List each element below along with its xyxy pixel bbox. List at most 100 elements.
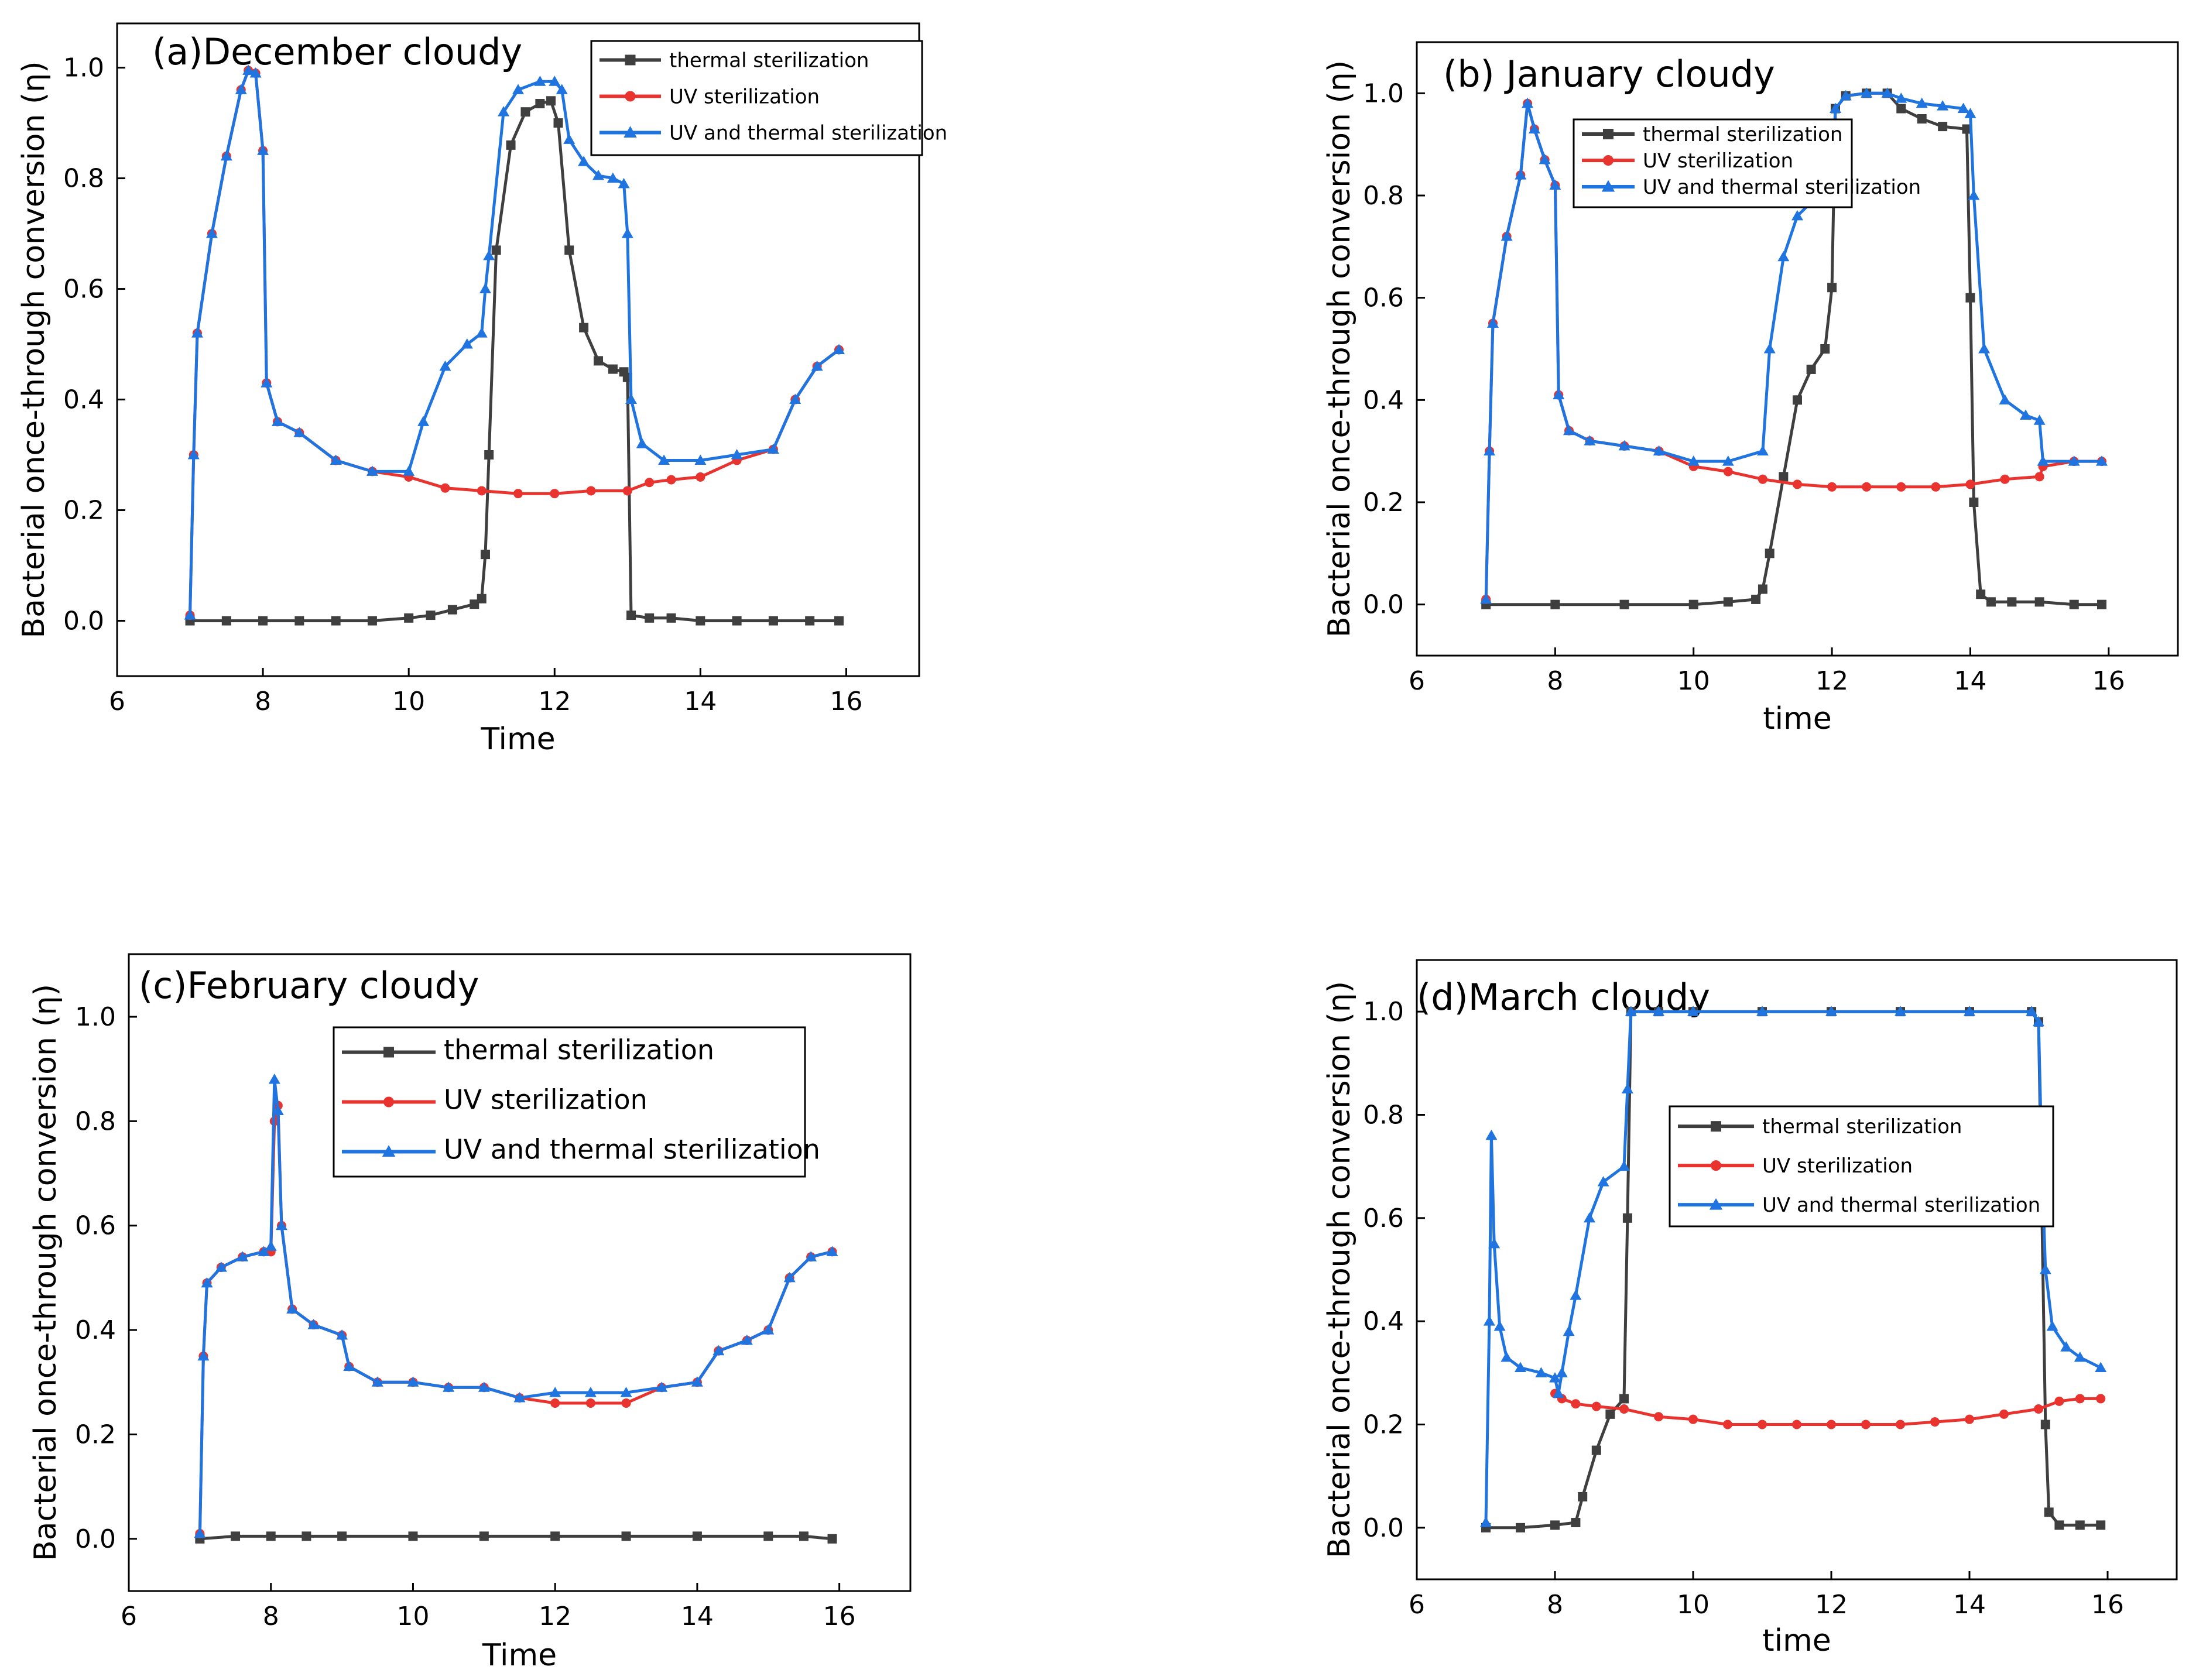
data-point-circle	[1931, 482, 1941, 492]
data-point-triangle	[1763, 343, 1776, 354]
data-point-triangle	[624, 126, 637, 138]
data-point-square	[1605, 1409, 1615, 1419]
data-point-square	[732, 616, 742, 626]
data-point-triangle	[205, 228, 218, 238]
data-point-triangle	[2068, 455, 2080, 466]
data-point-circle	[2075, 1394, 2085, 1404]
data-point-triangle	[1570, 1290, 1582, 1300]
data-point-square	[1751, 594, 1761, 604]
data-point-square	[258, 616, 268, 626]
data-point-square	[294, 616, 304, 626]
data-point-triangle	[1528, 123, 1540, 133]
data-point-circle	[625, 91, 636, 102]
data-point-triangle	[2074, 1351, 2086, 1362]
data-point-triangle	[607, 172, 619, 183]
data-point-circle	[1896, 482, 1906, 492]
data-point-square	[1917, 114, 1927, 124]
panel-title: (b) January cloudy	[1443, 53, 1775, 95]
data-point-triangle	[1601, 180, 1615, 192]
data-point-triangle	[275, 1219, 287, 1230]
data-point-square	[404, 613, 414, 623]
data-point-square	[579, 323, 589, 332]
data-point-triangle	[1978, 343, 1991, 354]
x-tick-label: 14	[684, 687, 717, 716]
y-tick-label: 0.2	[1363, 488, 1404, 517]
data-point-triangle	[1501, 1351, 1513, 1362]
data-point-triangle	[293, 427, 306, 437]
data-point-triangle	[215, 1261, 227, 1272]
data-point-triangle	[592, 169, 604, 180]
data-point-triangle	[417, 416, 430, 426]
data-point-circle	[1930, 1417, 1940, 1427]
data-point-circle	[1619, 1404, 1629, 1414]
data-point-triangle	[1653, 445, 1665, 456]
data-point-triangle	[2095, 1362, 2107, 1373]
legend-label: UV and thermal sterilization	[444, 1134, 820, 1165]
y-tick-label: 1.0	[63, 53, 104, 83]
data-point-circle	[1723, 1420, 1732, 1429]
data-point-triangle	[498, 106, 510, 116]
data-point-triangle	[272, 416, 283, 426]
data-point-triangle	[483, 249, 495, 260]
series-line	[190, 99, 839, 622]
data-point-square	[2097, 599, 2106, 609]
data-point-triangle	[1549, 179, 1561, 190]
data-point-square	[1591, 1445, 1601, 1455]
data-point-triangle	[656, 1381, 668, 1392]
data-point-circle	[1965, 479, 1975, 489]
data-point-triangle	[1709, 1198, 1723, 1210]
data-point-triangle	[403, 465, 415, 476]
plot-frame	[116, 22, 920, 677]
data-point-triangle	[1653, 1006, 1664, 1016]
data-point-square	[666, 613, 676, 623]
data-point-square	[408, 1531, 418, 1541]
y-tick-label: 0.8	[63, 164, 104, 194]
x-axis-label: time	[1763, 701, 1831, 736]
data-point-square	[447, 605, 457, 615]
legend-label: UV sterilization	[1762, 1154, 1913, 1178]
data-point-square	[1820, 344, 1830, 354]
data-point-circle	[645, 478, 655, 488]
data-point-triangle	[461, 338, 473, 349]
data-point-square	[331, 616, 341, 626]
data-point-triangle	[382, 1145, 396, 1157]
x-tick-label: 14	[1954, 666, 1986, 696]
data-point-triangle	[475, 327, 488, 338]
data-point-triangle	[1549, 1372, 1561, 1383]
y-tick-label: 0.2	[75, 1420, 116, 1449]
data-point-circle	[1827, 1420, 1836, 1429]
x-tick-label: 14	[1953, 1590, 1986, 1620]
panel-a-december: 6 8 10 12 14 16 0.0 0.2 0.4 0.6 0.8 1.0 Time Bacteria…	[16, 22, 947, 757]
data-point-square	[520, 107, 530, 117]
data-point-square	[2075, 1520, 2085, 1530]
plot-frame	[1416, 41, 2179, 657]
data-point-square	[696, 616, 705, 626]
legend-label: UV sterilization	[444, 1084, 648, 1116]
y-tick-label: 0.6	[1363, 1204, 1404, 1233]
y-tick-label: 1.0	[1363, 997, 1404, 1027]
x-tick-label: 10	[396, 1602, 429, 1631]
data-point-triangle	[237, 1251, 249, 1261]
data-point-circle	[1688, 1414, 1698, 1424]
x-tick-label: 6	[1409, 1590, 1425, 1620]
data-point-triangle	[1480, 593, 1492, 604]
data-point-triangle	[618, 178, 630, 188]
data-point-square	[799, 1531, 809, 1541]
legend-label: thermal sterilization	[1643, 123, 1842, 146]
data-point-triangle	[563, 133, 575, 144]
data-point-square	[484, 450, 494, 460]
data-point-triangle	[286, 1303, 299, 1314]
x-tick-label: 8	[255, 687, 271, 716]
data-point-triangle	[1825, 1006, 1837, 1016]
data-point-triangle	[258, 1246, 270, 1256]
data-point-triangle	[1584, 1212, 1595, 1223]
data-point-triangle	[1552, 1387, 1564, 1398]
data-point-triangle	[783, 1271, 796, 1283]
data-point-square	[1723, 597, 1733, 607]
data-point-triangle	[1625, 1006, 1637, 1016]
data-point-triangle	[549, 76, 561, 86]
y-tick-label: 0.0	[1363, 1513, 1404, 1543]
panel-c-february: 6 8 10 12 14 16 0.0 0.2 0.4 0.6 0.8 1.0 Time Bacteria…	[28, 953, 912, 1673]
data-point-triangle	[261, 377, 273, 388]
data-point-triangle	[1687, 1006, 1699, 1016]
